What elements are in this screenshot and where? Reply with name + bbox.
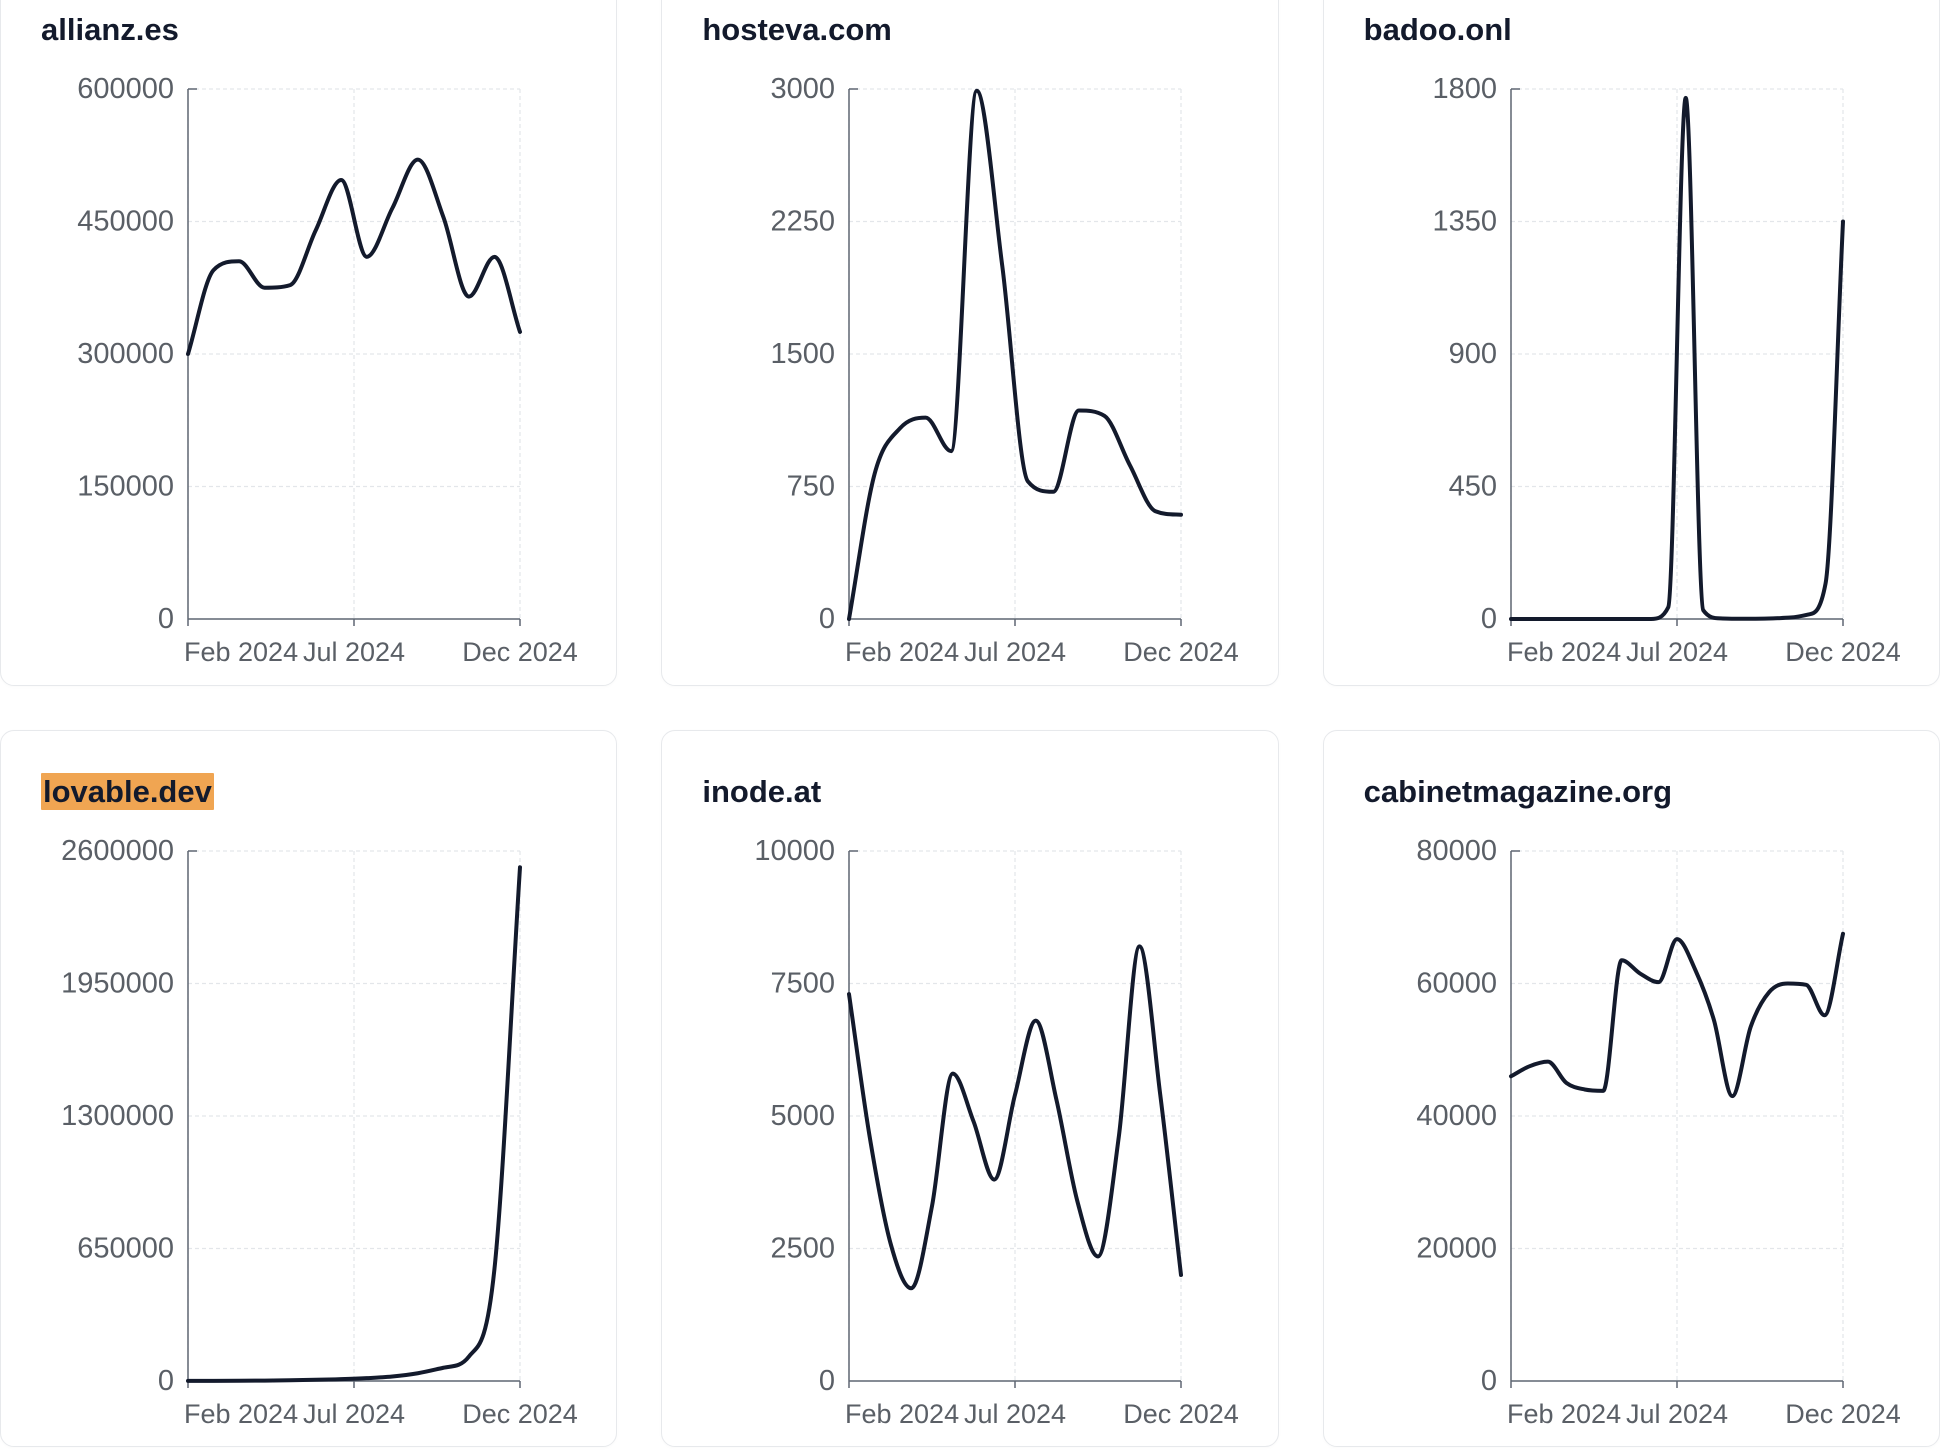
svg-text:Dec 2024: Dec 2024 xyxy=(1785,637,1901,667)
svg-text:0: 0 xyxy=(1481,1365,1497,1397)
svg-text:300000: 300000 xyxy=(77,338,174,370)
svg-text:1350: 1350 xyxy=(1432,206,1497,238)
svg-text:7500: 7500 xyxy=(771,967,836,999)
svg-text:450000: 450000 xyxy=(77,206,174,238)
svg-text:20000: 20000 xyxy=(1416,1232,1497,1264)
svg-text:150000: 150000 xyxy=(77,471,174,503)
svg-text:Dec 2024: Dec 2024 xyxy=(1124,1399,1240,1429)
svg-text:Jul 2024: Jul 2024 xyxy=(1626,1399,1728,1429)
svg-text:750: 750 xyxy=(787,471,835,503)
svg-text:1300000: 1300000 xyxy=(61,1100,174,1132)
svg-text:0: 0 xyxy=(1481,603,1497,635)
svg-text:Dec 2024: Dec 2024 xyxy=(1124,637,1240,667)
svg-text:2250: 2250 xyxy=(771,206,836,238)
svg-text:1800: 1800 xyxy=(1432,73,1497,105)
svg-text:Feb 2024: Feb 2024 xyxy=(184,637,298,667)
svg-text:5000: 5000 xyxy=(771,1100,836,1132)
svg-text:Feb 2024: Feb 2024 xyxy=(184,1399,298,1429)
svg-text:650000: 650000 xyxy=(77,1232,174,1264)
svg-text:1950000: 1950000 xyxy=(61,967,174,999)
svg-text:1500: 1500 xyxy=(771,338,836,370)
svg-text:Jul 2024: Jul 2024 xyxy=(303,637,405,667)
svg-text:2500: 2500 xyxy=(771,1232,836,1264)
svg-text:2600000: 2600000 xyxy=(61,835,174,867)
svg-text:Dec 2024: Dec 2024 xyxy=(462,637,578,667)
svg-text:Dec 2024: Dec 2024 xyxy=(1785,1399,1901,1429)
svg-text:Jul 2024: Jul 2024 xyxy=(303,1399,405,1429)
svg-text:Feb 2024: Feb 2024 xyxy=(1507,1399,1621,1429)
svg-text:0: 0 xyxy=(158,603,174,635)
svg-text:Feb 2024: Feb 2024 xyxy=(1507,637,1621,667)
svg-text:3000: 3000 xyxy=(771,73,836,105)
svg-text:600000: 600000 xyxy=(77,73,174,105)
svg-text:Feb 2024: Feb 2024 xyxy=(845,1399,959,1429)
svg-text:0: 0 xyxy=(158,1365,174,1397)
svg-text:0: 0 xyxy=(819,1365,835,1397)
svg-text:40000: 40000 xyxy=(1416,1100,1497,1132)
svg-text:10000: 10000 xyxy=(755,835,836,867)
svg-text:Jul 2024: Jul 2024 xyxy=(964,637,1066,667)
svg-text:Jul 2024: Jul 2024 xyxy=(964,1399,1066,1429)
svg-text:60000: 60000 xyxy=(1416,967,1497,999)
svg-text:900: 900 xyxy=(1448,338,1496,370)
svg-text:0: 0 xyxy=(819,603,835,635)
svg-text:Dec 2024: Dec 2024 xyxy=(462,1399,578,1429)
svg-text:80000: 80000 xyxy=(1416,835,1497,867)
svg-text:Feb 2024: Feb 2024 xyxy=(845,637,959,667)
svg-text:450: 450 xyxy=(1448,471,1496,503)
svg-text:Jul 2024: Jul 2024 xyxy=(1626,637,1728,667)
